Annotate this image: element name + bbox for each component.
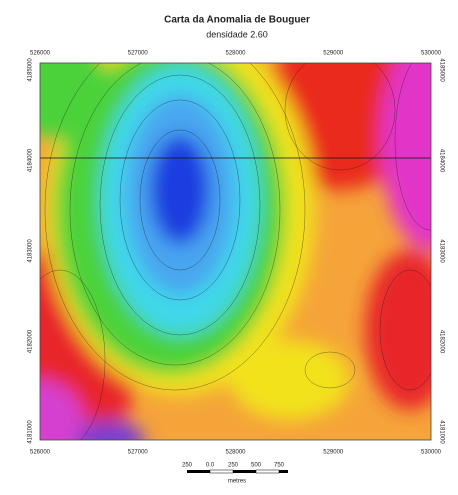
scale-bar bbox=[187, 470, 288, 473]
map-subtitle: densidade 2.60 bbox=[206, 29, 268, 39]
scale-label: 0.0 bbox=[206, 463, 215, 469]
scale-unit: metres bbox=[228, 479, 246, 485]
x-coord-label: 526000 bbox=[30, 51, 51, 57]
y-coord-label: 4184000 bbox=[438, 149, 444, 173]
y-coord-label: 4185000 bbox=[28, 58, 34, 82]
scale-label: 250 bbox=[182, 463, 193, 469]
x-coord-label: 528000 bbox=[225, 450, 246, 456]
scale-label: 500 bbox=[251, 463, 262, 469]
scale-label: 750 bbox=[274, 463, 285, 469]
anomaly-map bbox=[0, 25, 458, 470]
x-coord-label: 526000 bbox=[30, 450, 51, 456]
y-coord-label: 4182000 bbox=[438, 330, 444, 354]
y-coord-label: 4184000 bbox=[28, 148, 34, 172]
y-coord-label: 4183000 bbox=[28, 239, 34, 263]
y-coord-label: 4181000 bbox=[28, 420, 34, 444]
y-coord-label: 4181000 bbox=[438, 420, 444, 444]
map-title: Carta da Anomalia de Bouguer bbox=[164, 15, 310, 26]
x-coord-label: 527000 bbox=[128, 51, 149, 57]
y-coord-label: 4182000 bbox=[28, 329, 34, 353]
x-coord-label: 529000 bbox=[323, 450, 344, 456]
x-coord-label: 530000 bbox=[421, 450, 442, 456]
y-coord-label: 4183000 bbox=[438, 239, 444, 263]
scale-label: 250 bbox=[228, 463, 239, 469]
x-coord-label: 528000 bbox=[225, 51, 246, 57]
x-coord-label: 527000 bbox=[128, 450, 149, 456]
x-coord-label: 530000 bbox=[421, 51, 442, 57]
y-coord-label: 4185000 bbox=[438, 58, 444, 82]
x-coord-label: 529000 bbox=[323, 51, 344, 57]
page: Carta da Anomalia de Bouguer densidade 2… bbox=[0, 0, 458, 495]
